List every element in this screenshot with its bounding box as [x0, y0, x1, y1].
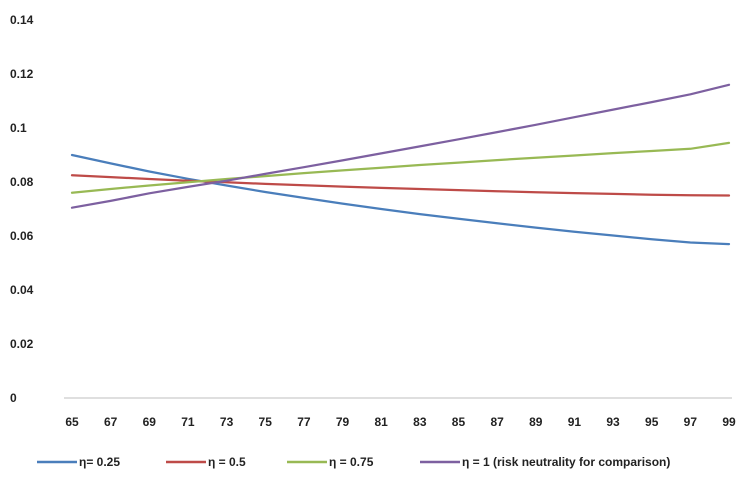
y-tick-label: 0.08: [10, 175, 34, 189]
legend: η= 0.25 η = 0.5 η = 0.75 η = 1 (risk neutra…: [37, 455, 670, 469]
x-tick-label: 89: [529, 415, 543, 429]
y-tick-label: 0.02: [10, 337, 34, 351]
y-tick-label: 0.04: [10, 283, 34, 297]
y-tick-label: 0.14: [10, 13, 34, 27]
series-line: [70, 174, 731, 197]
x-tick-label: 91: [568, 415, 582, 429]
y-tick-label: 0: [10, 391, 17, 405]
x-tick-label: 73: [220, 415, 234, 429]
x-tick-label: 81: [374, 415, 388, 429]
legend-label: η = 0.75: [329, 455, 374, 469]
series-lines: [70, 83, 731, 246]
x-tick-label: 69: [143, 415, 157, 429]
x-tick-label: 71: [181, 415, 195, 429]
legend-label: η = 0.5: [208, 455, 246, 469]
x-tick-label: 65: [65, 415, 79, 429]
x-tick-label: 93: [606, 415, 620, 429]
y-axis-tick-labels: 0 0.02 0.04 0.06 0.08 0.1 0.12 0.14: [10, 13, 34, 405]
series-line: [70, 83, 731, 209]
legend-label: η = 1 (risk neutrality for comparison): [462, 455, 670, 469]
x-tick-label: 77: [297, 415, 311, 429]
x-tick-label: 75: [259, 415, 273, 429]
legend-label: η= 0.25: [79, 455, 120, 469]
x-tick-label: 97: [684, 415, 698, 429]
x-tick-label: 67: [104, 415, 118, 429]
y-tick-label: 0.06: [10, 229, 34, 243]
x-axis-tick-labels: 65 67 69 71 73 75 77 79 81 83 85 87 89 91 93 95 97 99: [65, 415, 736, 429]
x-tick-label: 79: [336, 415, 350, 429]
x-tick-label: 83: [413, 415, 427, 429]
series-line: [70, 141, 731, 194]
series-line: [70, 153, 731, 246]
y-tick-label: 0.1: [10, 121, 27, 135]
x-tick-label: 87: [490, 415, 504, 429]
x-tick-label: 95: [645, 415, 659, 429]
y-tick-label: 0.12: [10, 67, 34, 81]
x-tick-label: 85: [452, 415, 466, 429]
x-tick-label: 99: [722, 415, 736, 429]
